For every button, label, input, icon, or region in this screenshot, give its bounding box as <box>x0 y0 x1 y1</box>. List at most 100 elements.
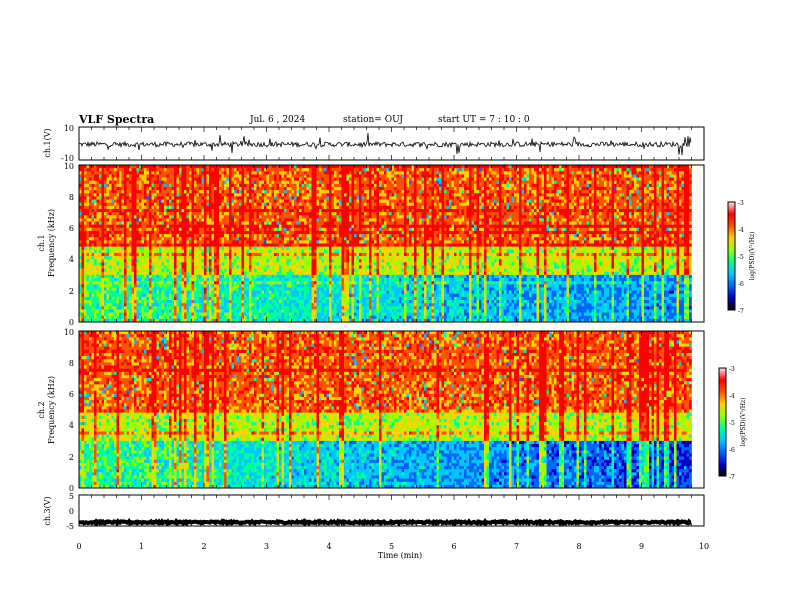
spectrogram-cell <box>109 287 112 290</box>
spectrogram-cell <box>132 218 135 221</box>
spectrogram-cell <box>224 294 227 297</box>
spectrogram-cell <box>227 275 230 278</box>
spectrogram-cell <box>147 187 150 190</box>
spectrogram-cell <box>142 174 145 177</box>
spectrogram-cell <box>314 181 317 184</box>
spectrogram-cell <box>149 165 152 168</box>
spectrogram-cell <box>197 231 200 234</box>
spectrogram-cell <box>302 287 305 290</box>
spectrogram-cell <box>207 287 210 290</box>
spectrogram-cell <box>134 316 137 319</box>
spectrogram-cell <box>177 200 180 203</box>
spectrogram-cell <box>239 303 242 306</box>
spectrogram-cell <box>242 265 245 268</box>
spectrogram-cell <box>177 244 180 247</box>
spectrogram-cell <box>102 178 105 181</box>
spectrogram-cell <box>314 272 317 275</box>
spectrogram-cell <box>284 278 287 281</box>
spectrogram-cell <box>292 237 295 240</box>
spectrogram-cell <box>322 244 325 247</box>
spectrogram-cell <box>319 165 322 168</box>
spectrogram-cell <box>162 178 165 181</box>
spectrogram-cell <box>94 181 97 184</box>
spectrogram-cell <box>322 190 325 193</box>
spectrogram-cell <box>189 231 192 234</box>
spectrogram-cell <box>229 281 232 284</box>
spectrogram-cell <box>119 193 122 196</box>
spectrogram-cell <box>322 256 325 259</box>
spectrogram-cell <box>214 259 217 262</box>
spectrogram-cell <box>262 225 265 228</box>
spectrogram-cell <box>92 187 95 190</box>
spectrogram-cell <box>139 275 142 278</box>
spectrogram-cell <box>199 237 202 240</box>
spectrogram-cell <box>149 187 152 190</box>
spectrogram-cell <box>279 269 282 272</box>
spectrogram-cell <box>214 237 217 240</box>
spectrogram-cell <box>117 218 120 221</box>
spectrogram-cell <box>157 256 160 259</box>
spectrogram-cell <box>167 193 170 196</box>
spectrogram-cell <box>222 300 225 303</box>
spectrogram-cell <box>297 174 300 177</box>
spectrogram-cell <box>257 262 260 265</box>
spectrogram-cell <box>274 284 277 287</box>
spectrogram-cell <box>202 269 205 272</box>
spectrogram-cell <box>304 259 307 262</box>
spectrogram-cell <box>84 196 87 199</box>
spectrogram-cell <box>134 253 137 256</box>
spectrogram-cell <box>272 209 275 212</box>
spectrogram-cell <box>152 303 155 306</box>
spectrogram-cell <box>307 196 310 199</box>
spectrogram-cell <box>152 171 155 174</box>
spectrogram-cell <box>169 228 172 231</box>
spectrogram-cell <box>169 269 172 272</box>
spectrogram-cell <box>104 190 107 193</box>
spectrogram-cell <box>224 165 227 168</box>
spectrogram-cell <box>319 231 322 234</box>
spectrogram-cell <box>127 269 130 272</box>
spectrogram-cell <box>259 222 262 225</box>
spectrogram-cell <box>189 225 192 228</box>
spectrogram-cell <box>317 174 320 177</box>
spectrogram-cell <box>197 184 200 187</box>
spectrogram-cell <box>307 203 310 206</box>
spectrogram-cell <box>197 313 200 316</box>
spectrogram-cell <box>244 215 247 218</box>
spectrogram-cell <box>159 250 162 253</box>
spectrogram-cell <box>114 174 117 177</box>
spectrogram-cell <box>177 184 180 187</box>
spectrogram-cell <box>177 231 180 234</box>
spectrogram-cell <box>89 178 92 181</box>
spectrogram-cell <box>304 203 307 206</box>
spectrogram-cell <box>294 222 297 225</box>
spectrogram-cell <box>234 225 237 228</box>
spectrogram-cell <box>317 237 320 240</box>
spectrogram-cell <box>274 225 277 228</box>
spectrogram-cell <box>294 287 297 290</box>
spectrogram-cell <box>192 228 195 231</box>
spectrogram-cell <box>159 209 162 212</box>
spectrogram-cell <box>134 212 137 215</box>
spectrogram-cell <box>194 269 197 272</box>
spectrogram-cell <box>159 300 162 303</box>
spectrogram-cell <box>259 297 262 300</box>
spectrogram-cell <box>314 306 317 309</box>
spectrogram-cell <box>244 278 247 281</box>
spectrogram-cell <box>122 190 125 193</box>
spectrogram-cell <box>112 291 115 294</box>
spectrogram-cell <box>284 253 287 256</box>
spectrogram-cell <box>179 231 182 234</box>
spectrogram-cell <box>114 215 117 218</box>
spectrogram-cell <box>127 281 130 284</box>
spectrogram-cell <box>144 265 147 268</box>
spectrogram-cell <box>102 228 105 231</box>
spectrogram-cell <box>322 200 325 203</box>
spectrogram-cell <box>287 209 290 212</box>
spectrogram-cell <box>212 209 215 212</box>
spectrogram-cell <box>154 237 157 240</box>
spectrogram-cell <box>119 237 122 240</box>
spectrogram-cell <box>194 291 197 294</box>
spectrogram-cell <box>307 168 310 171</box>
spectrogram-cell <box>274 272 277 275</box>
